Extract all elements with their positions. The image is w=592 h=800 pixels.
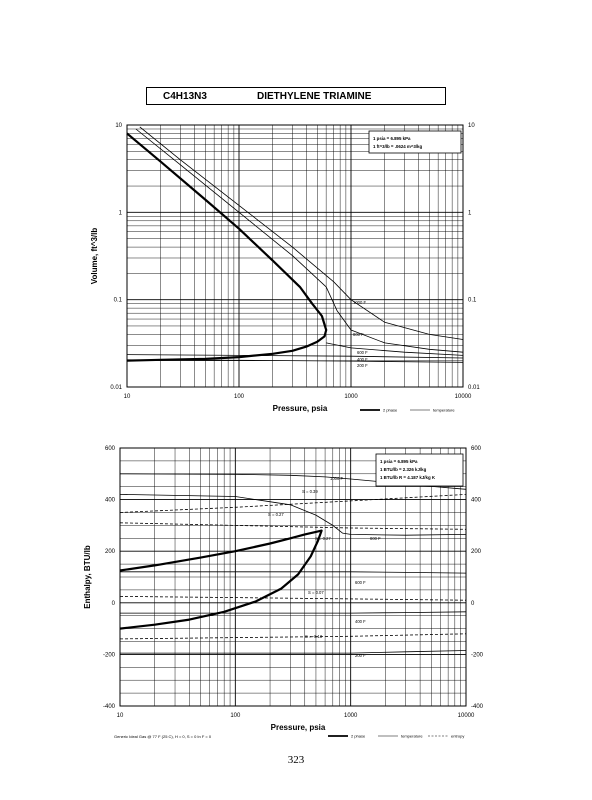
y-tick-label-left: -200 bbox=[103, 652, 116, 658]
curve-label: 800 F bbox=[353, 332, 364, 337]
x-axis-label: Pressure, psia bbox=[271, 723, 326, 732]
y-tick-label-right: -200 bbox=[471, 652, 484, 658]
y-tick-label-right: 10 bbox=[468, 123, 475, 129]
chart-1: 10 100 1000 10000 0.01 0.01 0.1 0.1 1 1 10 10 Pressu… bbox=[90, 123, 480, 413]
curve-label: 200 F bbox=[355, 653, 366, 658]
y-tick-label-left: 0.1 bbox=[114, 298, 123, 304]
plot-frame bbox=[119, 447, 467, 707]
conversion-note-line: 1 psia = 6.895 kPa bbox=[380, 459, 418, 464]
y-axis-label: Volume, ft^3/lb bbox=[90, 228, 99, 285]
x-axis-label: Pressure, psia bbox=[273, 404, 328, 413]
series-line bbox=[119, 529, 323, 630]
footnote: Generic Ideal Gas @ 77 F (25 C), H = 0, … bbox=[114, 734, 212, 739]
y-tick-label-left: 600 bbox=[105, 446, 116, 452]
series-line bbox=[119, 633, 467, 640]
series-line bbox=[126, 132, 328, 362]
conversion-note-line: 1 BTU/lb = 2.326 kJ/kg bbox=[380, 467, 427, 472]
legend-label: entropy bbox=[451, 734, 464, 739]
series-line bbox=[120, 650, 467, 654]
curve-label: S = 0.39 bbox=[302, 489, 318, 494]
x-tick-label: 10 bbox=[124, 394, 131, 400]
x-tick-label: 1000 bbox=[344, 394, 358, 400]
series-line bbox=[119, 494, 467, 513]
legend-label: 2 phase bbox=[351, 734, 366, 739]
legend-label: temperature bbox=[401, 734, 423, 739]
y-tick-label-left: 10 bbox=[115, 123, 122, 129]
y-tick-label-left: 400 bbox=[105, 498, 116, 504]
x-tick-label: 1000 bbox=[344, 713, 358, 719]
curve-label: 1000 F bbox=[330, 476, 343, 481]
y-tick-label-left: 0 bbox=[112, 601, 116, 607]
conversion-note-box bbox=[375, 453, 464, 487]
conversion-note-box bbox=[368, 130, 462, 154]
y-tick-label-left: 1 bbox=[119, 210, 123, 216]
curve-label: 800 F bbox=[370, 536, 381, 541]
y-tick-label-right: 600 bbox=[471, 446, 482, 452]
chart-2: 10 100 1000 10000 -400 -400 -200 -200 0 0 200 200 40… bbox=[83, 446, 484, 739]
y-tick-label-left: 200 bbox=[105, 549, 116, 555]
plot-frame bbox=[126, 124, 464, 388]
y-tick-label-left: -400 bbox=[103, 704, 116, 710]
curve-label: 200 F bbox=[357, 363, 368, 368]
y-tick-label-right: 0.01 bbox=[468, 385, 480, 391]
y-tick-label-right: 400 bbox=[471, 498, 482, 504]
series-line bbox=[119, 494, 467, 536]
x-tick-label: 10000 bbox=[458, 713, 475, 719]
y-tick-label-right: 0 bbox=[471, 601, 475, 607]
x-tick-label: 100 bbox=[234, 394, 245, 400]
series-line bbox=[126, 354, 464, 359]
curve-label: 400 F bbox=[355, 619, 366, 624]
legend-label: temperature bbox=[433, 408, 455, 413]
curve-label: S = -0.13 bbox=[305, 634, 323, 639]
conversion-note-line: 1 BTU/lb R = 4.187 kJ/kg K bbox=[380, 475, 436, 480]
x-tick-label: 100 bbox=[230, 713, 241, 719]
series-line bbox=[120, 611, 467, 614]
page-number: 323 bbox=[287, 754, 305, 766]
compound-formula: C4H13N3 bbox=[163, 90, 207, 102]
chart-title-box: C4H13N3 DIETHYLENE TRIAMINE bbox=[146, 87, 446, 105]
series-line bbox=[126, 359, 464, 363]
curve-label: 600 F bbox=[357, 350, 368, 355]
compound-name: DIETHYLENE TRIAMINE bbox=[257, 90, 372, 102]
x-tick-label: 10 bbox=[117, 713, 124, 719]
series-line bbox=[135, 128, 464, 353]
y-tick-label-right: 0.1 bbox=[468, 298, 477, 304]
series-line bbox=[139, 126, 464, 340]
series-line bbox=[120, 571, 467, 574]
y-tick-label-right: 1 bbox=[468, 210, 472, 216]
series-line bbox=[119, 522, 467, 530]
curve-label: 1000 F bbox=[353, 300, 366, 305]
legend-label: 2 phase bbox=[383, 408, 398, 413]
curve-label: 400 F bbox=[357, 357, 368, 362]
curve-label: S = 0.27 bbox=[315, 536, 331, 541]
conversion-note-line: 1 psia = 6.895 kPa bbox=[373, 136, 411, 141]
curve-label: S = 0.27 bbox=[268, 512, 284, 517]
y-tick-label-left: 0.01 bbox=[110, 385, 122, 391]
curve-label: S = 0.07 bbox=[308, 590, 324, 595]
x-tick-label: 10000 bbox=[455, 394, 472, 400]
series-line bbox=[119, 596, 467, 601]
curve-label: 600 F bbox=[355, 580, 366, 585]
y-tick-label-right: -400 bbox=[471, 704, 484, 710]
series-line bbox=[326, 342, 464, 356]
conversion-note-line: 1 ft^3/lb = .0624 m^3/kg bbox=[373, 144, 422, 149]
y-tick-label-right: 200 bbox=[471, 549, 482, 555]
y-axis-label: Enthalpy, BTU/lb bbox=[83, 545, 92, 609]
